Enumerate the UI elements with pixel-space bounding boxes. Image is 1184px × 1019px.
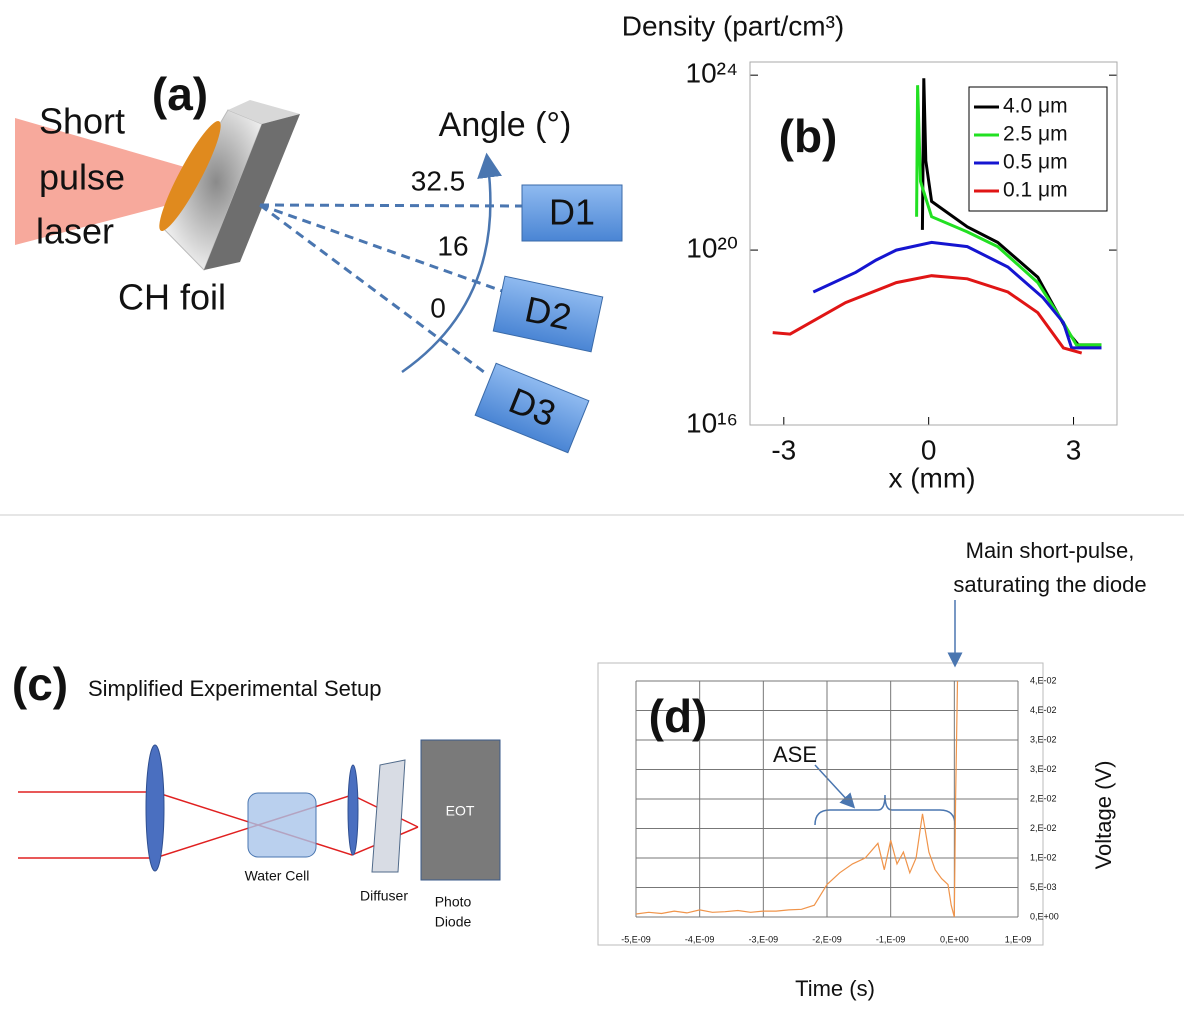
angle-value: 32.5	[411, 165, 466, 196]
annotation: Main short-pulse,	[966, 538, 1135, 563]
x-tick-label: -2,E-09	[812, 934, 842, 944]
x-tick-label: -1,E-09	[876, 934, 906, 944]
line-of-sight	[259, 203, 506, 294]
legend-label: 2.5 μm	[1003, 123, 1068, 146]
component-label: Photo	[435, 894, 472, 910]
lens	[145, 744, 165, 872]
x-tick-label: -3	[771, 434, 796, 465]
x-axis-title: x (mm)	[888, 462, 975, 493]
y-tick-label: 10²⁴	[686, 58, 739, 89]
x-tick-label: 3	[1066, 434, 1082, 465]
x-tick-label: -3,E-09	[749, 934, 779, 944]
laser-label: pulse	[39, 157, 125, 198]
legend-label: 0.1 μm	[1003, 179, 1068, 202]
y-tick-label: 3,E-02	[1030, 764, 1057, 774]
series-line	[635, 680, 959, 918]
legend-label: 0.5 μm	[1003, 151, 1068, 174]
angle-title: Angle (°)	[439, 106, 572, 144]
angle-value: 0	[430, 292, 446, 323]
detector	[492, 275, 604, 353]
line-of-sight	[259, 203, 523, 208]
arrow	[814, 764, 856, 809]
photo-diode	[420, 739, 501, 881]
y-tick-label: 10²⁰	[686, 232, 738, 263]
panel-label: (b)	[779, 110, 838, 162]
y-axis-title: Voltage (V)	[1091, 761, 1116, 870]
brace	[814, 794, 956, 826]
detector	[521, 184, 623, 242]
detector-label: D2	[521, 288, 575, 338]
target-label: CH foil	[118, 277, 226, 318]
foil-side	[204, 114, 300, 270]
target-coating	[159, 121, 221, 231]
series-line	[812, 240, 1102, 350]
y-tick-label: 4,E-02	[1030, 675, 1057, 685]
y-tick-label: 3,E-02	[1030, 734, 1057, 744]
panel-title: Simplified Experimental Setup	[88, 676, 381, 701]
detector-label: D1	[549, 192, 595, 233]
panel-c: (c) Simplified Experimental Setup Water …	[12, 658, 501, 930]
angle-value: 16	[437, 230, 468, 261]
y-tick-label: 4,E-02	[1030, 705, 1057, 715]
chart-title: Density (part/cm³)	[622, 10, 844, 41]
series-line	[772, 274, 1083, 355]
component-label: Diode	[435, 914, 472, 930]
y-tick-label: 2,E-02	[1030, 823, 1057, 833]
series-line	[915, 85, 1102, 347]
laser-label: laser	[36, 211, 114, 252]
component-label: EOT	[446, 803, 475, 819]
panel-label: (d)	[649, 690, 708, 742]
line-of-sight	[259, 203, 489, 377]
y-tick-label: 10¹⁶	[686, 407, 738, 438]
component-label: Diffuser	[360, 888, 408, 904]
legend-label: 4.0 μm	[1003, 95, 1068, 118]
x-tick-label: 0	[921, 434, 937, 465]
y-tick-label: 1,E-02	[1030, 852, 1057, 862]
y-tick-label: 2,E-02	[1030, 793, 1057, 803]
detector	[474, 362, 590, 454]
label-backdrop	[637, 682, 725, 762]
x-axis-title: Time (s)	[795, 976, 875, 1001]
laser-beam	[15, 118, 195, 245]
panel-a: D1 D2 D3 (a) Short pulse laser CH foil A…	[15, 68, 623, 454]
x-tick-label: 0,E+00	[940, 934, 969, 944]
diffuser	[371, 759, 406, 873]
panel-label: (a)	[152, 68, 208, 120]
foil-top	[228, 100, 300, 124]
laser-label: Short	[39, 101, 125, 142]
plot-frame	[749, 61, 1118, 426]
panel-label: (c)	[12, 658, 68, 710]
water-cell	[247, 792, 317, 858]
x-tick-label: 1,E-09	[1005, 934, 1032, 944]
component-label: Water Cell	[245, 868, 310, 884]
annotation: ASE	[773, 742, 817, 767]
plot-frame	[597, 662, 1044, 946]
y-tick-label: 0,E+00	[1030, 911, 1059, 921]
angle-arc	[401, 152, 502, 374]
y-tick-label: 5,E-03	[1030, 882, 1057, 892]
annotation: saturating the diode	[953, 572, 1146, 597]
x-tick-label: -5,E-09	[621, 934, 651, 944]
x-tick-label: -4,E-09	[685, 934, 715, 944]
lens	[347, 764, 359, 856]
